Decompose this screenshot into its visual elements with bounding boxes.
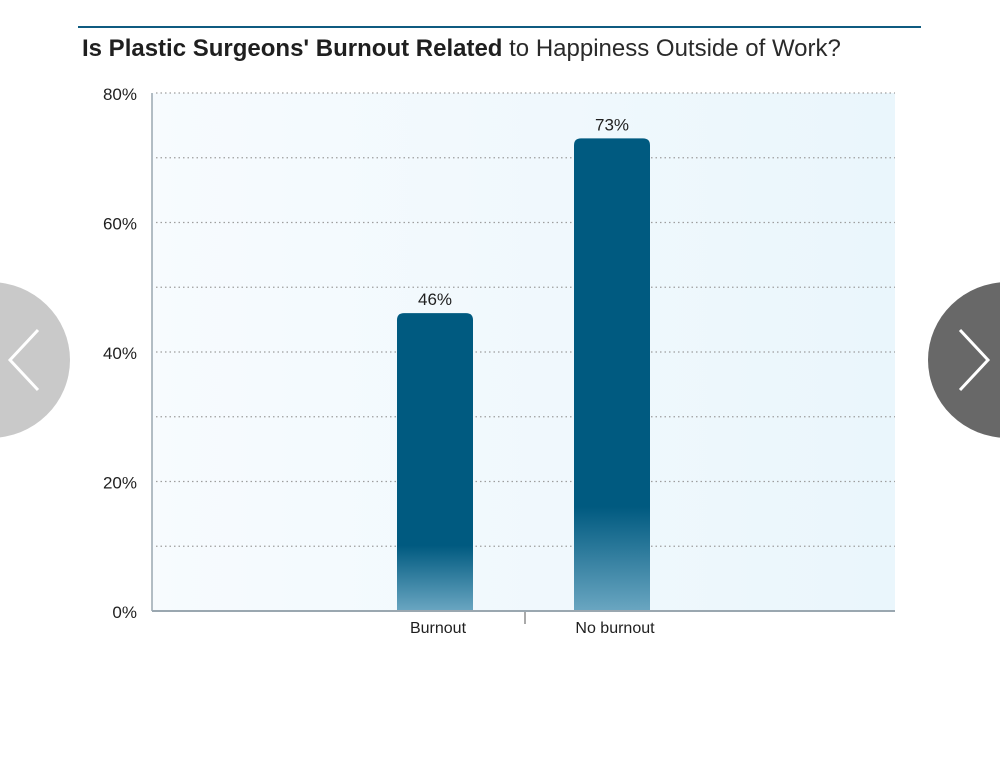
next-slide-button[interactable] — [928, 282, 1000, 438]
bar-no-burnout — [574, 138, 650, 611]
chart-title-rest: to Happiness Outside of Work? — [509, 35, 841, 62]
chart-title: Is Plastic Surgeons' Burnout Related to … — [82, 34, 942, 64]
bar-value-label: 73% — [595, 115, 629, 134]
bar-burnout — [397, 313, 473, 611]
chart-title-bold: Is Plastic Surgeons' Burnout Related — [82, 35, 503, 62]
bar-value-label: 46% — [418, 290, 452, 309]
y-tick-label: 60% — [103, 215, 137, 234]
y-tick-label: 20% — [103, 474, 137, 493]
title-rule — [78, 26, 921, 28]
y-tick-label: 40% — [103, 344, 137, 363]
chevron-left-icon — [7, 328, 40, 392]
y-tick-label: 0% — [112, 603, 137, 622]
chevron-right-icon — [958, 328, 991, 392]
previous-slide-button[interactable] — [0, 282, 70, 438]
x-tick-label: No burnout — [575, 620, 655, 637]
plot-area — [152, 93, 895, 611]
y-tick-label: 80% — [103, 85, 137, 104]
x-tick-label: Burnout — [410, 620, 467, 637]
